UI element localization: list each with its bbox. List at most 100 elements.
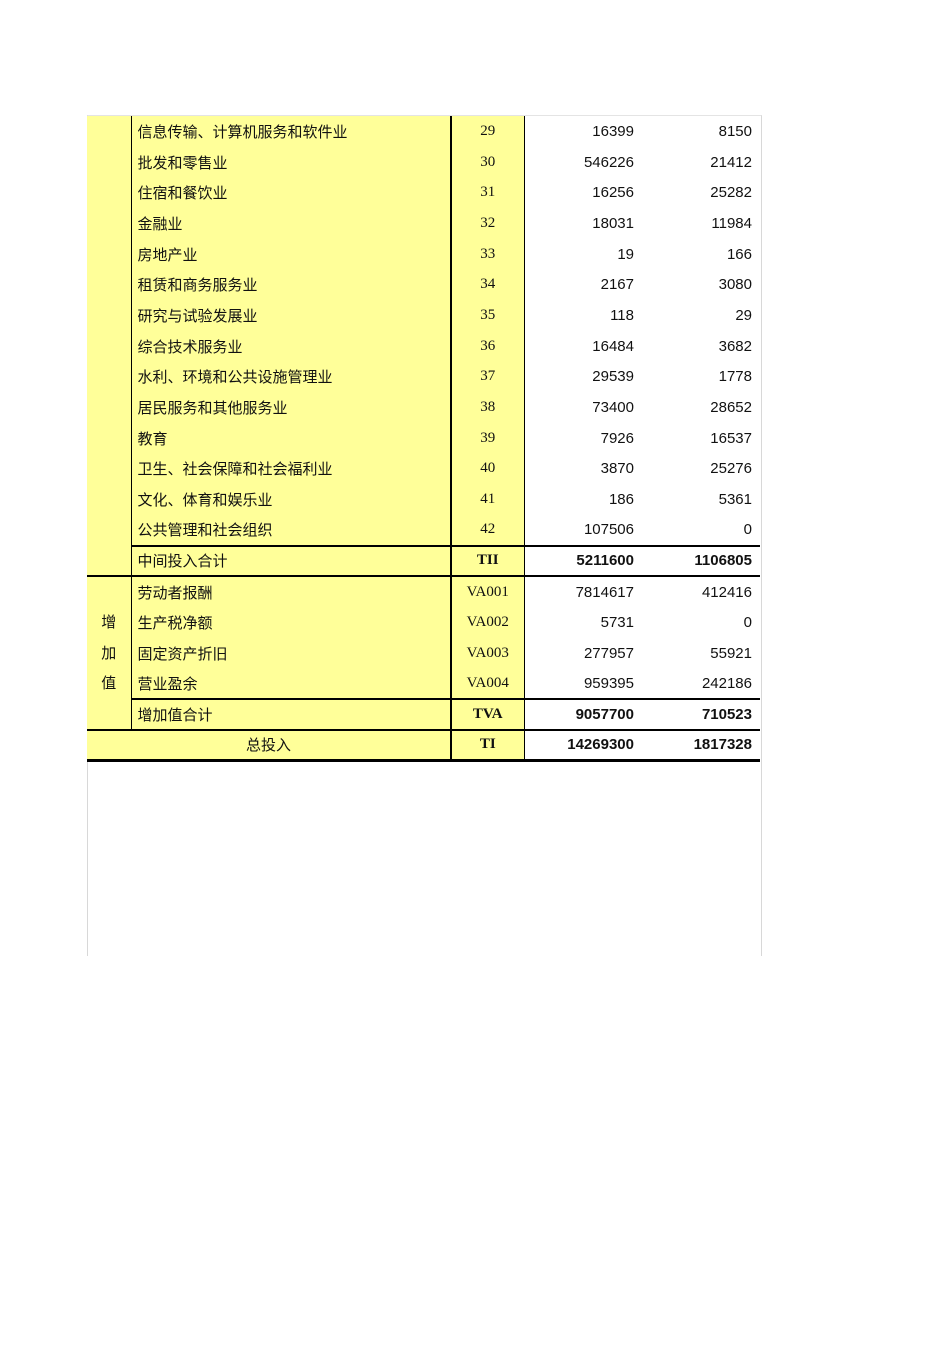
value-col-1: 2167 <box>600 276 634 294</box>
value-col-1: 118 <box>610 306 634 324</box>
value-col-2: 25282 <box>710 184 752 202</box>
input-output-table: 信息传输、计算机服务和软件业 29 16399 8150 批发和零售业 30 546226 2… <box>87 116 760 762</box>
value-col-2: 16537 <box>710 429 752 447</box>
row-code: 37 <box>451 361 525 393</box>
total-input-row: 总投入 TI 14269300 1817328 <box>87 728 760 762</box>
group-label-char: 值 <box>101 676 117 693</box>
table-row: 卫生、社会保障和社会福利业 40 3870 25276 <box>87 453 760 485</box>
table-row: 研究与试验发展业 35 118 29 <box>87 300 760 331</box>
table-row: 教育 39 7926 16537 <box>87 422 760 454</box>
row-code: 35 <box>451 300 525 331</box>
table-row: 文化、体育和娱乐业 41 186 5361 <box>87 484 760 515</box>
value-col-1: 959395 <box>583 674 634 692</box>
row-name: 中间投入合计 <box>131 544 452 577</box>
row-name: 营业盈余 <box>131 668 452 700</box>
table-row: 住宿和餐饮业 31 16256 25282 <box>87 177 760 209</box>
row-name: 生产税净额 <box>131 607 452 638</box>
value-col-1: 73400 <box>592 399 634 417</box>
table-row: 增加值劳动者报酬 VA001 7814617 412416 <box>87 575 760 730</box>
table-row: 房地产业 33 19 166 <box>87 238 760 270</box>
row-name: 综合技术服务业 <box>131 330 452 362</box>
value-col-2: 3682 <box>718 337 752 355</box>
value-col-2: 166 <box>726 245 752 263</box>
value-col-2: 1106805 <box>642 544 760 577</box>
intermediate-group-cell <box>87 116 132 577</box>
value-col-2: 25276 <box>710 460 752 478</box>
row-name: 信息传输、计算机服务和软件业 <box>131 116 452 147</box>
value-col-1: 5211600 <box>524 544 642 577</box>
row-code: VA002 <box>451 607 525 638</box>
value-col-1: 7926 <box>600 429 634 447</box>
value-col-2: 5361 <box>718 491 752 509</box>
value-col-1: 107506 <box>583 521 634 539</box>
value-col-2: 1817328 <box>642 728 760 762</box>
value-col-1: 14269300 <box>524 728 642 762</box>
row-name: 增加值合计 <box>131 698 452 730</box>
row-name: 教育 <box>131 422 452 454</box>
value-col-1: 3870 <box>600 460 634 478</box>
table-row: 中间投入合计 TII 5211600 1106805 <box>87 544 760 577</box>
row-code: 29 <box>451 116 525 147</box>
row-code: 33 <box>451 238 525 270</box>
value-col-2: 28652 <box>710 399 752 417</box>
row-name: 水利、环境和公共设施管理业 <box>131 361 452 393</box>
row-name: 研究与试验发展业 <box>131 300 452 331</box>
value-col-1: 546226 <box>583 153 634 171</box>
row-name: 批发和零售业 <box>131 146 452 178</box>
row-code: VA003 <box>451 637 525 669</box>
value-col-1: 7814617 <box>524 575 642 607</box>
value-col-1: 16399 <box>592 122 634 140</box>
value-col-2: 710523 <box>642 698 760 730</box>
row-code: 30 <box>451 146 525 178</box>
row-code: TII <box>451 544 525 577</box>
row-code: 32 <box>451 208 525 239</box>
value-added-group-label: 增加值 <box>87 575 132 730</box>
row-name: 公共管理和社会组织 <box>131 514 452 546</box>
group-label-char: 加 <box>101 645 117 662</box>
row-code: VA004 <box>451 668 525 700</box>
table-row: 租赁和商务服务业 34 2167 3080 <box>87 269 760 301</box>
table-row: 增加值合计 TVA 9057700 710523 <box>87 698 760 730</box>
row-name: 总投入 <box>87 728 452 762</box>
table-row: 综合技术服务业 36 16484 3682 <box>87 330 760 362</box>
value-col-2: 8150 <box>718 122 752 140</box>
row-name: 房地产业 <box>131 238 452 270</box>
row-name: 租赁和商务服务业 <box>131 269 452 301</box>
value-col-1: 16484 <box>592 337 634 355</box>
row-code: 40 <box>451 453 525 485</box>
row-name: 卫生、社会保障和社会福利业 <box>131 453 452 485</box>
value-col-2: 55921 <box>710 644 752 662</box>
table-row: 水利、环境和公共设施管理业 37 29539 1778 <box>87 361 760 393</box>
row-code: 38 <box>451 392 525 423</box>
row-code: TVA <box>451 698 525 730</box>
value-col-1: 186 <box>608 491 634 509</box>
row-code: 39 <box>451 422 525 454</box>
row-code: 34 <box>451 269 525 301</box>
table-row: 固定资产折旧 VA003 277957 55921 <box>87 637 760 669</box>
value-col-2: 29 <box>735 306 752 324</box>
table-row: 金融业 32 18031 11984 <box>87 208 760 239</box>
value-col-2: 3080 <box>718 276 752 294</box>
value-col-1: 18031 <box>592 214 634 232</box>
row-name: 固定资产折旧 <box>131 637 452 669</box>
row-name: 居民服务和其他服务业 <box>131 392 452 423</box>
value-col-1: 19 <box>617 245 634 263</box>
table-row: 信息传输、计算机服务和软件业 29 16399 8150 <box>87 116 760 577</box>
row-name: 劳动者报酬 <box>131 575 452 607</box>
row-code: VA001 <box>451 575 525 607</box>
row-name: 住宿和餐饮业 <box>131 177 452 209</box>
value-col-1: 29539 <box>592 368 634 386</box>
value-col-2: 11984 <box>711 214 752 232</box>
value-col-2: 1778 <box>718 368 752 386</box>
table-row: 营业盈余 VA004 959395 242186 <box>87 668 760 700</box>
value-col-1: 9057700 <box>524 698 642 730</box>
value-col-2: 21412 <box>710 153 752 171</box>
value-col-1: 5731 <box>600 613 634 631</box>
row-code: 31 <box>451 177 525 209</box>
row-name: 文化、体育和娱乐业 <box>131 484 452 515</box>
value-col-2: 0 <box>743 521 752 539</box>
table-row: 批发和零售业 30 546226 21412 <box>87 146 760 178</box>
value-col-1: 277957 <box>583 644 634 662</box>
table-row: 生产税净额 VA002 5731 0 <box>87 607 760 638</box>
row-code: 41 <box>451 484 525 515</box>
